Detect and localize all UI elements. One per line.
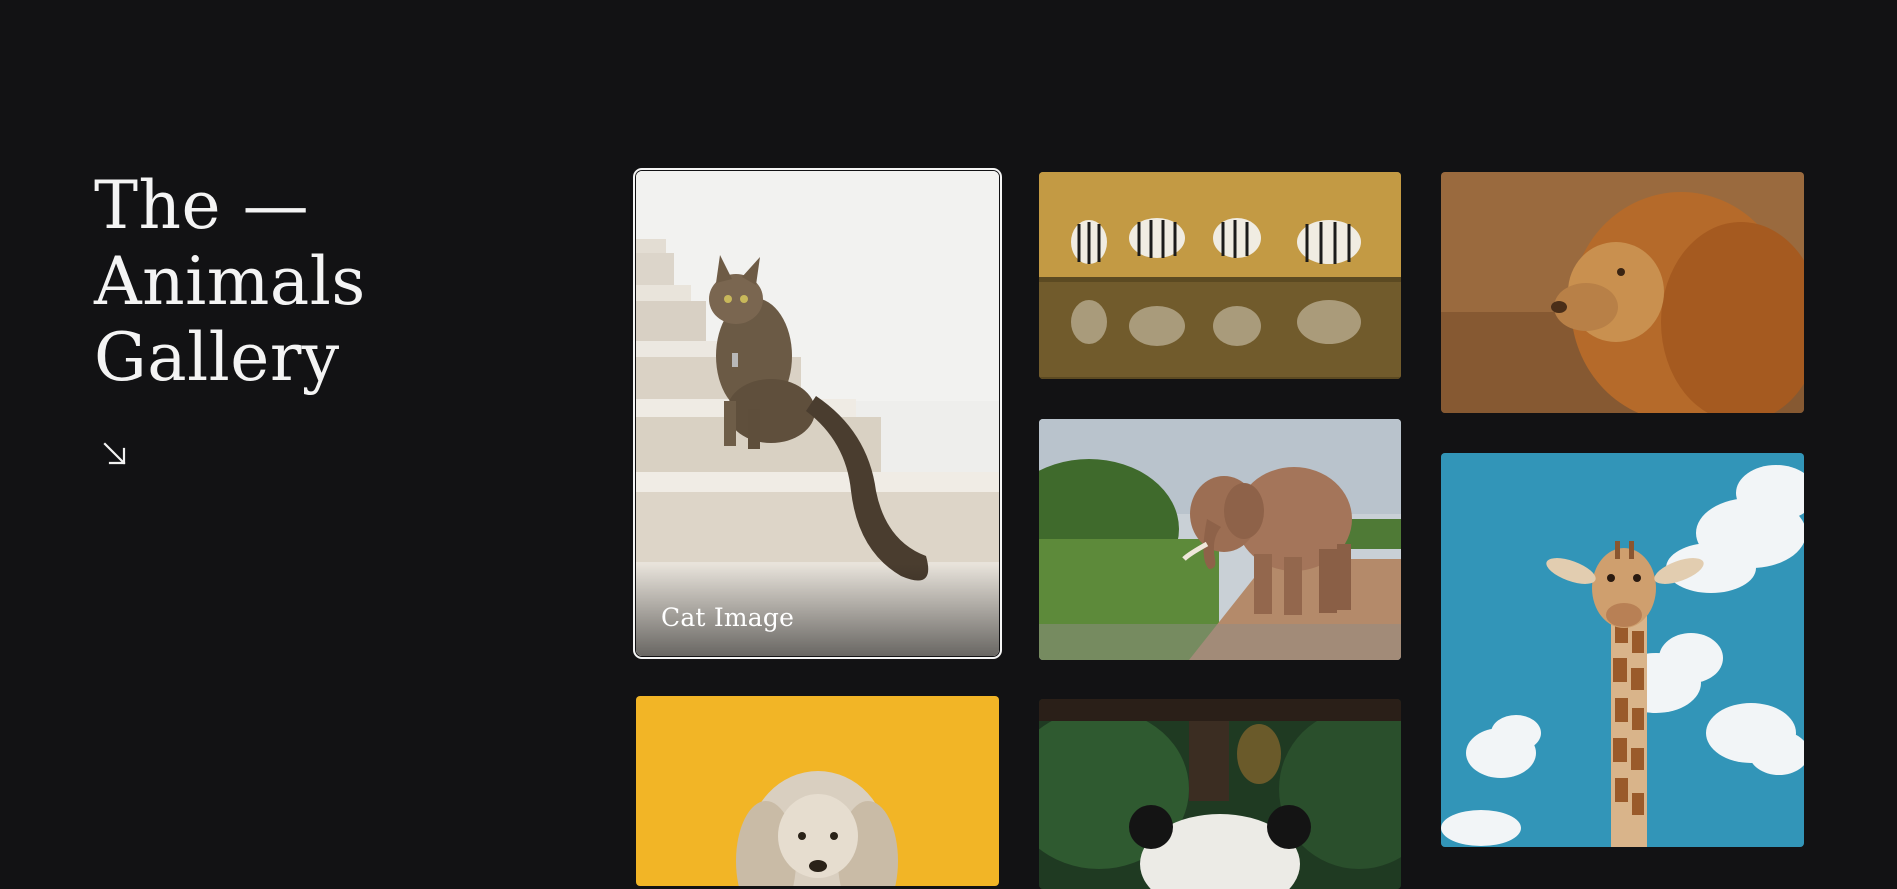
gallery-item-cat[interactable]: Cat Image bbox=[633, 168, 1002, 659]
dog-image bbox=[636, 696, 999, 886]
title-line-2: Animals bbox=[94, 243, 366, 320]
zebras-image bbox=[1039, 172, 1401, 379]
page-title: The — Animals Gallery bbox=[94, 168, 514, 396]
gallery-item-giraffe[interactable] bbox=[1441, 453, 1804, 847]
gallery-item-zebras[interactable] bbox=[1039, 172, 1401, 379]
title-line-3: Gallery bbox=[94, 319, 340, 396]
gallery-item-panda[interactable] bbox=[1039, 699, 1401, 889]
title-line-1: The — bbox=[94, 167, 310, 244]
gallery-item-elephant[interactable] bbox=[1039, 419, 1401, 660]
arrow-down-right-icon[interactable] bbox=[102, 441, 128, 467]
gallery-item-lion[interactable] bbox=[1441, 172, 1804, 413]
panda-image bbox=[1039, 699, 1401, 889]
cat-caption: Cat Image bbox=[661, 603, 795, 632]
elephant-image bbox=[1039, 419, 1401, 660]
gallery-item-dog[interactable] bbox=[636, 696, 999, 886]
lion-image bbox=[1441, 172, 1804, 413]
hero: The — Animals Gallery bbox=[94, 168, 514, 396]
cat-caption-overlay: Cat Image bbox=[636, 564, 999, 656]
giraffe-image bbox=[1441, 453, 1804, 847]
